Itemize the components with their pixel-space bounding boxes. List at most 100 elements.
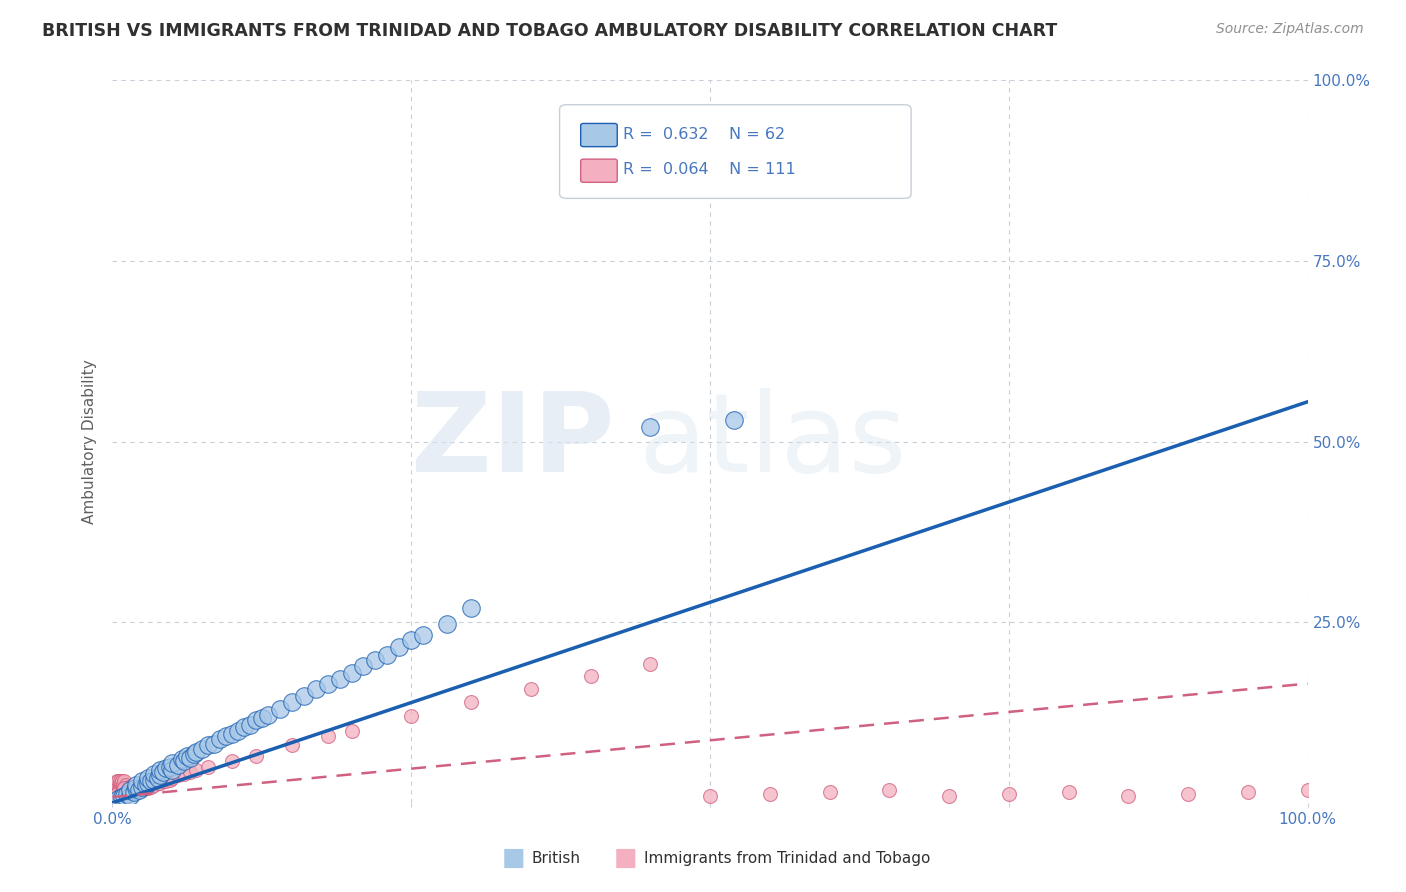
Point: [202, 737, 225, 751]
Point: [226, 723, 249, 738]
Point: [818, 785, 841, 799]
Point: [120, 785, 142, 799]
Text: ■: ■: [614, 847, 637, 870]
Point: [239, 718, 262, 732]
Point: [115, 781, 138, 796]
Point: [155, 761, 177, 775]
Point: [176, 748, 198, 763]
Point: [112, 782, 135, 797]
Point: [104, 785, 127, 799]
Point: [129, 781, 152, 796]
Point: [436, 616, 458, 631]
Point: [352, 658, 374, 673]
Point: [159, 760, 181, 774]
Point: [105, 789, 128, 803]
Point: [135, 778, 157, 792]
Point: [128, 782, 150, 797]
Point: [179, 765, 201, 780]
Point: [108, 774, 131, 789]
Point: [152, 774, 174, 789]
Point: [1177, 787, 1199, 801]
Point: [938, 789, 960, 803]
Point: [139, 774, 162, 789]
Text: R =  0.064    N = 111: R = 0.064 N = 111: [623, 162, 796, 178]
Point: [112, 778, 135, 792]
Point: [114, 789, 135, 803]
Point: [110, 775, 132, 789]
Point: [250, 710, 273, 724]
Point: [132, 781, 155, 796]
Point: [125, 778, 148, 792]
Point: [105, 787, 128, 801]
Point: [111, 774, 134, 789]
Point: [269, 702, 291, 716]
Point: [146, 771, 169, 785]
Point: [412, 628, 434, 642]
Point: [215, 729, 238, 743]
Point: [401, 709, 423, 723]
Point: [114, 785, 135, 799]
Point: [281, 695, 304, 709]
Text: R =  0.632    N = 62: R = 0.632 N = 62: [623, 127, 785, 142]
Point: [125, 781, 148, 796]
Point: [107, 787, 129, 801]
Point: [105, 782, 128, 797]
Point: [112, 787, 135, 801]
Point: [121, 782, 143, 797]
Point: [162, 771, 183, 785]
Point: [121, 780, 143, 794]
Point: [108, 781, 131, 796]
Point: [723, 413, 745, 427]
Point: [114, 789, 135, 803]
Point: [122, 785, 145, 799]
Point: [329, 672, 352, 686]
Point: [340, 665, 363, 680]
Point: [699, 789, 721, 803]
Point: [149, 775, 172, 789]
Point: [111, 785, 134, 799]
Point: [292, 689, 315, 703]
Point: [460, 695, 482, 709]
Point: [110, 787, 132, 801]
Point: [759, 787, 782, 801]
Point: [114, 787, 136, 801]
Point: [186, 764, 208, 778]
Point: [105, 778, 128, 792]
Point: [233, 720, 256, 734]
Point: [186, 745, 208, 759]
Point: [143, 767, 166, 781]
Point: [139, 780, 162, 794]
Point: [107, 778, 129, 792]
Point: [108, 785, 131, 799]
Point: [138, 771, 160, 785]
Point: [377, 648, 399, 662]
Point: [170, 752, 193, 766]
Point: [152, 765, 174, 780]
Point: [107, 782, 129, 797]
Point: [120, 785, 142, 799]
Point: [120, 789, 142, 803]
Point: [191, 741, 214, 756]
Text: Source: ZipAtlas.com: Source: ZipAtlas.com: [1216, 22, 1364, 37]
Point: [640, 420, 662, 434]
Point: [107, 790, 129, 805]
Point: [179, 751, 201, 765]
Point: [105, 780, 128, 794]
Point: [120, 782, 142, 797]
Point: [162, 756, 183, 770]
Point: [579, 669, 602, 683]
Point: [105, 785, 128, 799]
Point: [221, 754, 243, 768]
Point: [112, 782, 135, 797]
Point: [197, 760, 219, 774]
Point: [460, 600, 482, 615]
Point: [401, 633, 423, 648]
Point: [122, 780, 145, 794]
Point: [107, 790, 129, 805]
Point: [105, 774, 128, 789]
Point: [245, 713, 267, 727]
Point: [115, 787, 138, 801]
Text: atlas: atlas: [638, 388, 907, 495]
Point: [162, 764, 183, 778]
Point: [149, 764, 172, 778]
